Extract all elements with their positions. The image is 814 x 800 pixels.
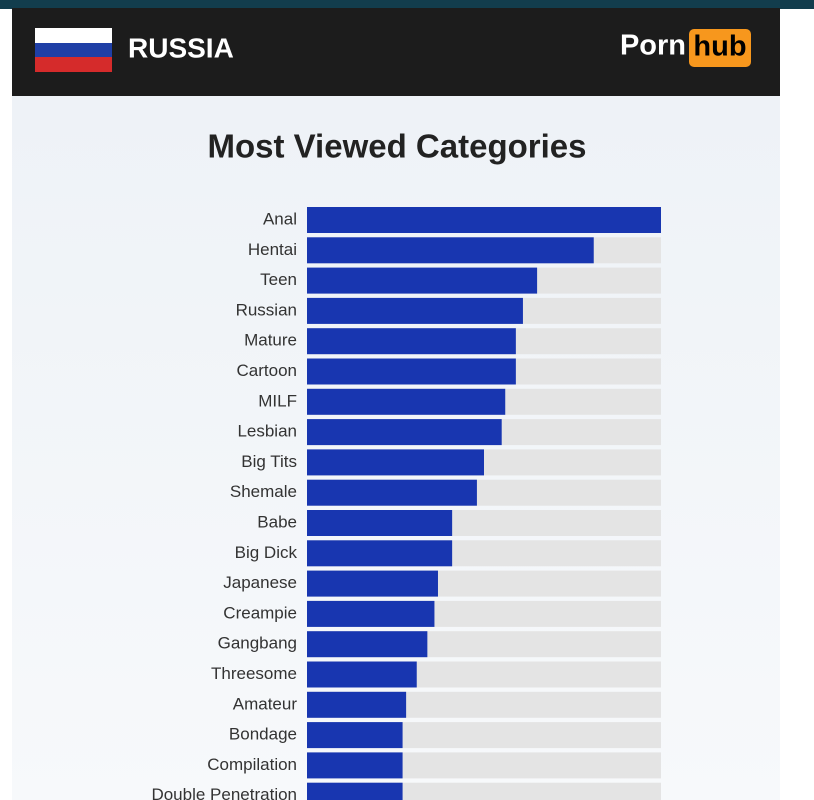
bar: [307, 267, 538, 294]
logo-right: hub: [693, 31, 746, 63]
flag: [35, 28, 112, 72]
category-label: Lesbian: [237, 422, 297, 441]
bar: [307, 631, 428, 658]
category-label: Compilation: [207, 755, 297, 774]
category-label: Russian: [236, 300, 297, 319]
bar: [307, 722, 403, 749]
category-label: Creampie: [223, 603, 297, 622]
category-label: Japanese: [223, 573, 297, 592]
category-label: Big Tits: [241, 452, 297, 471]
top-strip: [0, 0, 814, 9]
bar: [307, 297, 523, 324]
category-label: Anal: [263, 209, 297, 228]
bar: [307, 600, 435, 627]
bar: [307, 388, 506, 415]
bar: [307, 449, 484, 476]
category-label: Shemale: [230, 482, 297, 501]
bar: [307, 419, 502, 446]
bar: [307, 661, 417, 688]
flag-blue: [35, 43, 112, 57]
bar: [307, 691, 407, 718]
bar: [307, 510, 453, 536]
bar: [307, 479, 477, 506]
flag-red: [35, 57, 112, 72]
logo-box: [689, 29, 751, 67]
bar: [307, 207, 661, 233]
chart-title: Most Viewed Categories: [207, 128, 586, 165]
category-label: Bondage: [229, 725, 297, 744]
category-label: Amateur: [233, 694, 298, 713]
category-label: Double Penetration: [151, 785, 297, 800]
bar: [307, 540, 453, 567]
flag-white: [35, 28, 112, 43]
bar: [307, 752, 403, 779]
category-label: Babe: [257, 512, 297, 531]
bar: [307, 358, 516, 385]
category-label: Teen: [260, 270, 297, 289]
bar: [307, 237, 594, 264]
category-label: Threesome: [211, 664, 297, 683]
category-label: Big Dick: [235, 543, 298, 562]
category-label: Mature: [244, 331, 297, 350]
bar: [307, 782, 403, 800]
country-name: RUSSIA: [128, 32, 234, 63]
category-label: Cartoon: [237, 361, 297, 380]
category-label: Gangbang: [218, 634, 297, 653]
category-label: MILF: [258, 391, 297, 410]
card-header: [12, 8, 780, 96]
category-label: Hentai: [248, 240, 297, 259]
logo-left: Porn: [620, 30, 686, 62]
bar: [307, 570, 438, 597]
bar: [307, 328, 516, 355]
